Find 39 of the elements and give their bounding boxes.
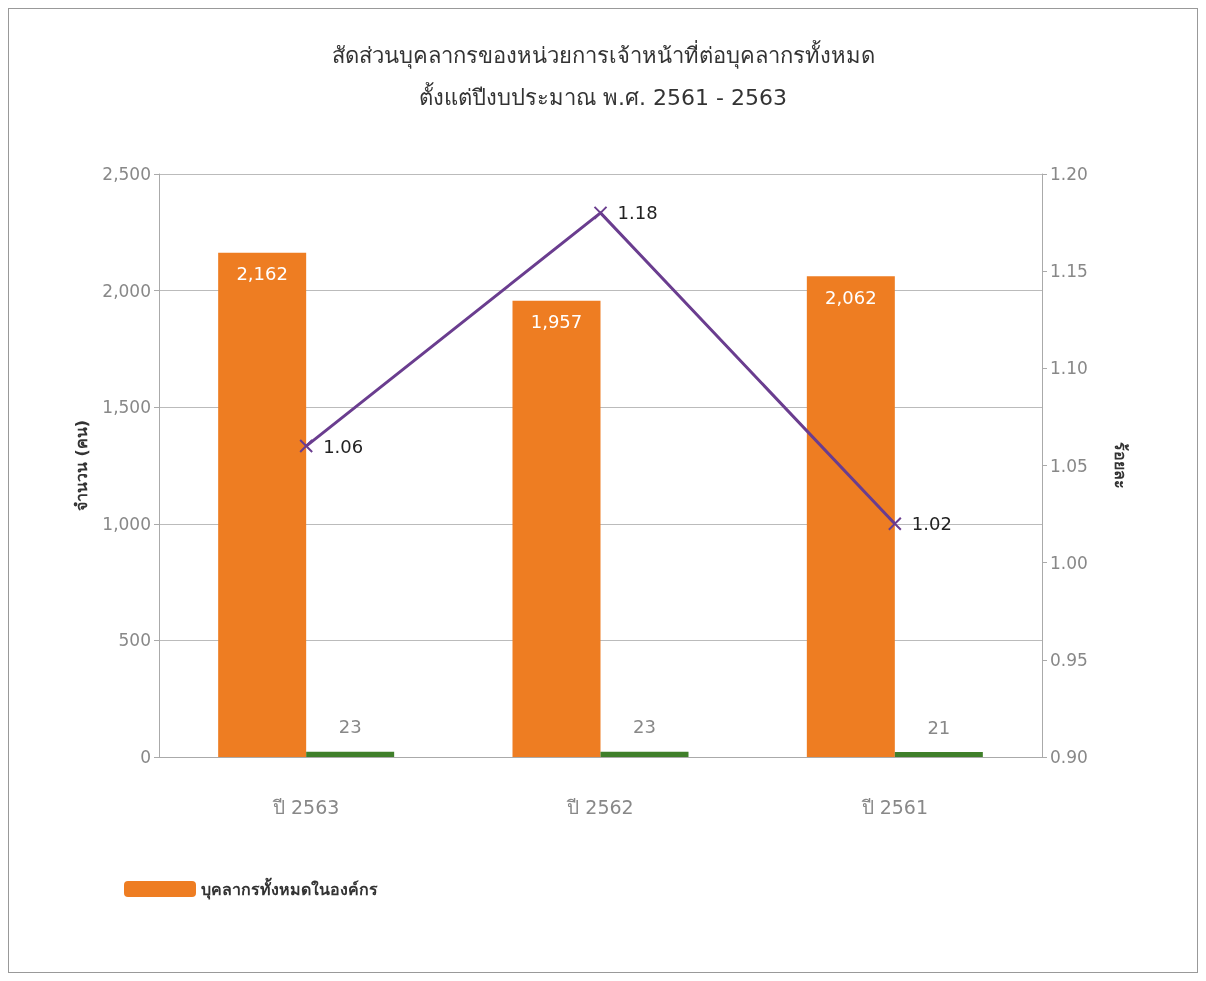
- y-axis-title: จำนวน (คน): [71, 419, 91, 512]
- data-label: 23: [633, 716, 656, 738]
- bar: [894, 752, 983, 757]
- y-tick-label: 2,000: [102, 280, 151, 301]
- y-tick-label: 1,500: [102, 397, 151, 418]
- y2-tick-label: 0.95: [1050, 649, 1088, 670]
- legend-label: บุคลากรทั้งหมดในองค์กร: [201, 876, 378, 900]
- y-tick-label: 500: [118, 630, 151, 651]
- data-label: 1.02: [911, 513, 952, 535]
- x-tick-label: ปี 2561: [860, 795, 929, 818]
- data-label: 23: [338, 716, 362, 738]
- x-tick-label: ปี 2562: [566, 795, 634, 818]
- y2-tick-label: 1.00: [1050, 552, 1088, 573]
- bar: [806, 276, 895, 757]
- y2-tick-label: 1.20: [1050, 164, 1088, 184]
- point: [593, 205, 608, 220]
- chart-subtitle: ตั้งแต่ปีงบประมาณ พ.ศ. 2561 - 2563: [419, 81, 787, 110]
- chart-title: สัดส่วนบุคลากรของหน่วยการเจ้าหน้าที่ต่อบุคลากรทั้งหมด: [331, 39, 875, 69]
- y2-tick-label: 1.15: [1050, 261, 1088, 282]
- y2-tick-label: 1.05: [1050, 455, 1088, 476]
- y2-axis-title: ร้อยละ: [1110, 442, 1130, 489]
- point: [887, 516, 902, 531]
- y2-tick-label: 0.90: [1050, 747, 1088, 767]
- data-label: 2,062: [825, 286, 877, 308]
- y-tick-label: 1,000: [102, 513, 151, 534]
- data-label: 2,162: [236, 263, 288, 285]
- data-label: 21: [927, 716, 951, 738]
- y-tick-label: 2,500: [102, 164, 151, 184]
- data-label: 1,957: [530, 311, 583, 333]
- y2-tick-label: 1.10: [1050, 358, 1088, 379]
- data-label: 1.18: [617, 202, 658, 224]
- data-label: 1.06: [323, 435, 364, 457]
- x-tick-label: ปี 2563: [271, 795, 340, 818]
- point: [299, 439, 314, 454]
- y-tick-label: 0: [140, 747, 151, 767]
- bar: [600, 751, 689, 757]
- bar: [306, 751, 395, 757]
- bar: [512, 300, 601, 757]
- bar: [218, 252, 307, 757]
